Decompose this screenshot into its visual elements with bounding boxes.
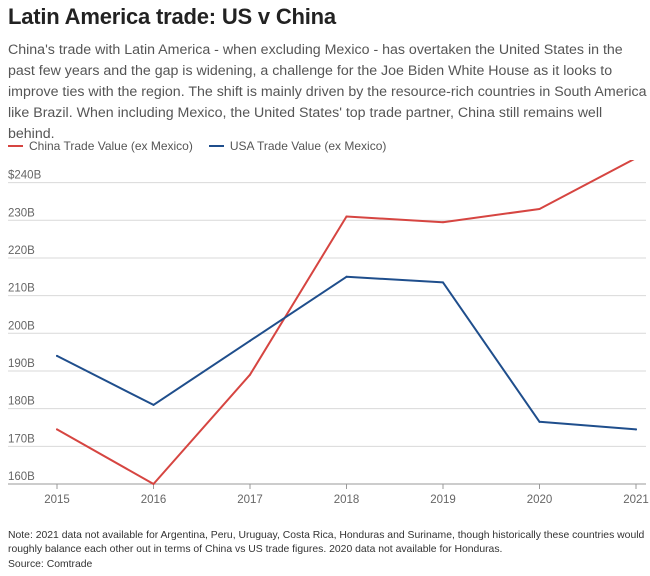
data-point-china	[56, 428, 58, 431]
x-tick-label: 2018	[334, 494, 360, 506]
chart-note: Note: 2021 data not available for Argent…	[8, 530, 645, 555]
series-line-china	[56, 160, 635, 485]
data-point-china	[442, 221, 444, 224]
x-tick-label: 2017	[237, 494, 263, 506]
legend-item-usa: USA Trade Value (ex Mexico)	[208, 139, 387, 153]
data-point-china	[538, 207, 541, 210]
y-tick-label: 170B	[8, 433, 35, 445]
chart-source: Source: Comtrade	[8, 559, 93, 570]
chart-subtitle: China's trade with Latin America - when …	[8, 42, 647, 142]
data-point-usa	[635, 428, 637, 431]
legend-swatch-usa	[208, 145, 224, 147]
y-tick-label: 160B	[8, 471, 35, 483]
data-point-usa	[442, 281, 444, 284]
legend-label-usa: USA Trade Value (ex Mexico)	[229, 139, 387, 153]
chart-title: Latin America trade: US v China	[8, 4, 336, 29]
y-tick-label: 180B	[8, 396, 35, 408]
legend-item-china: China Trade Value (ex Mexico)	[8, 139, 193, 153]
legend-label-china: China Trade Value (ex Mexico)	[29, 139, 193, 153]
data-point-china	[152, 483, 155, 485]
x-tick-label: 2021	[623, 494, 649, 506]
data-point-usa	[56, 354, 58, 357]
line-chart: 160B 170B 180B 190B 200B 210B 220B 230B $240B 201…	[8, 160, 649, 506]
data-point-china	[345, 215, 348, 218]
series-line-usa	[56, 275, 637, 431]
x-tick-label: 2016	[141, 494, 167, 506]
y-tick-label: 200B	[8, 320, 35, 332]
data-point-usa	[249, 339, 251, 342]
y-tick-label: $240B	[8, 170, 42, 182]
data-point-usa	[345, 275, 348, 278]
y-tick-label: 190B	[8, 358, 35, 370]
y-tick-label: 220B	[8, 245, 35, 257]
x-tick-label: 2020	[527, 494, 553, 506]
data-point-usa	[152, 403, 155, 406]
data-point-usa	[538, 420, 541, 423]
chart-legend: China Trade Value (ex Mexico) USA Trade …	[8, 139, 402, 153]
x-tick-label: 2015	[44, 494, 70, 506]
y-tick-label: 230B	[8, 207, 35, 219]
x-tick-label: 2019	[430, 494, 456, 506]
y-tick-label: 210B	[8, 283, 35, 295]
data-point-china	[249, 373, 251, 376]
legend-swatch-china	[8, 145, 23, 147]
